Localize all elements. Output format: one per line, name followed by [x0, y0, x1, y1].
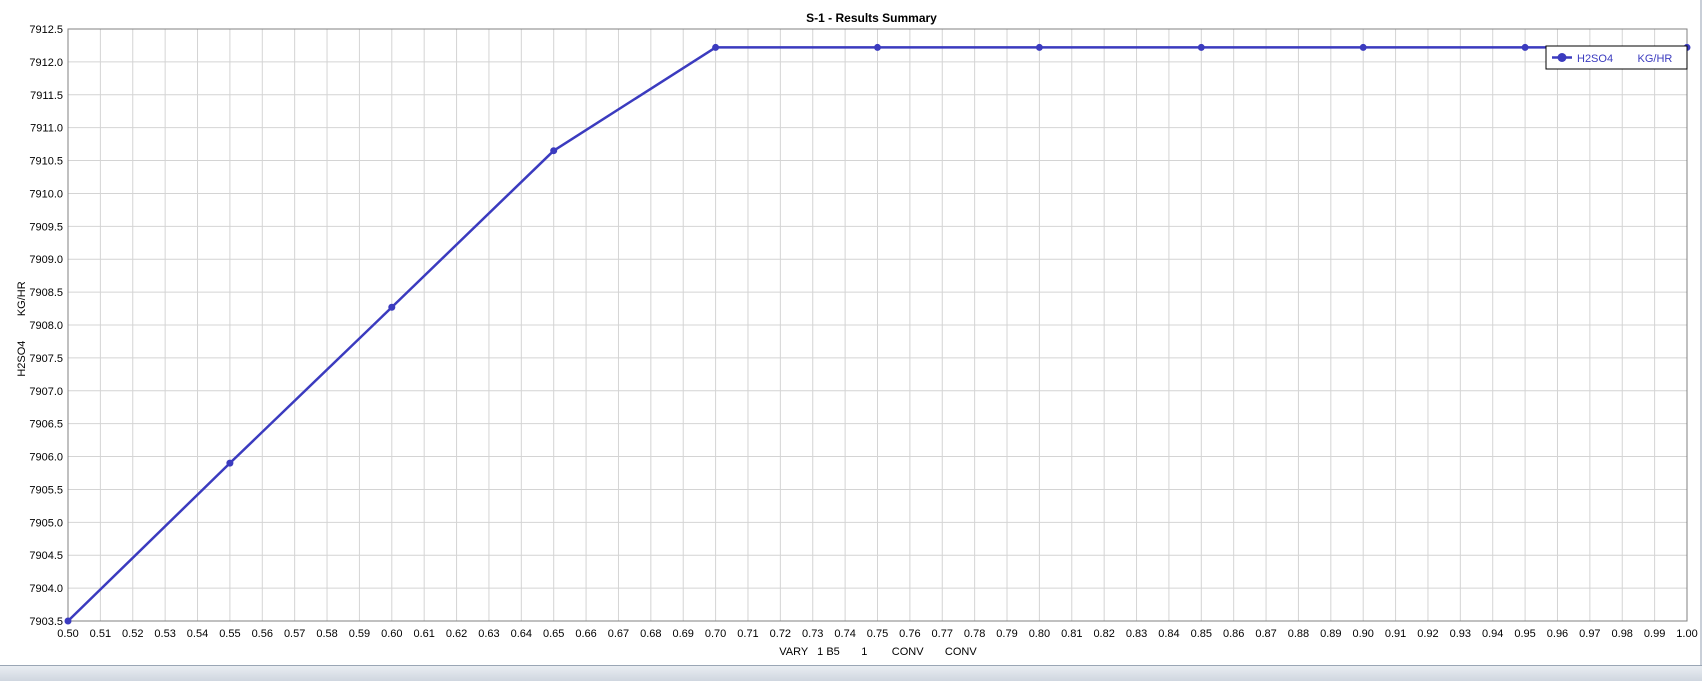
x-tick-label: 0.90 — [1352, 628, 1373, 640]
data-point — [712, 43, 720, 51]
data-point — [226, 459, 234, 467]
x-tick-label: 0.88 — [1288, 628, 1309, 640]
data-point — [64, 617, 72, 625]
legend-dot-marker — [1557, 53, 1567, 62]
x-tick-label: 0.75 — [867, 628, 888, 640]
y-tick-label: 7909.5 — [29, 221, 63, 233]
x-tick-label: 0.58 — [316, 628, 337, 640]
x-tick-label: 0.76 — [899, 628, 920, 640]
x-tick-label: 0.64 — [511, 628, 532, 640]
y-tick-labels: 7903.5 7904.0 7904.5 7905.0 7905.5 7906.0 7906… — [29, 24, 63, 628]
x-tick-label: 0.87 — [1255, 628, 1276, 640]
x-tick-label: 0.63 — [478, 628, 499, 640]
x-axis-label: VARY 1 B5 1 CONV CONV — [779, 646, 977, 658]
y-tick-label: 7903.5 — [29, 616, 63, 628]
x-tick-label: 0.77 — [932, 628, 953, 640]
y-tick-label: 7912.0 — [29, 57, 63, 69]
x-tick-label: 0.96 — [1547, 628, 1568, 640]
grid — [67, 28, 1688, 622]
data-point — [1521, 43, 1529, 51]
y-tick-label: 7908.0 — [29, 320, 63, 332]
x-tick-label: 1.00 — [1676, 628, 1697, 640]
x-tick-label: 0.72 — [770, 628, 791, 640]
x-tick-label: 0.53 — [154, 628, 175, 640]
x-tick-label: 0.59 — [349, 628, 370, 640]
x-tick-label: 0.50 — [57, 628, 78, 640]
y-tick-label: 7905.0 — [29, 517, 63, 529]
x-tick-label: 0.98 — [1612, 628, 1633, 640]
y-tick-label: 7904.0 — [29, 583, 63, 595]
y-tick-label: 7905.5 — [29, 484, 63, 496]
y-tick-label: 7907.0 — [29, 386, 63, 398]
x-tick-label: 0.91 — [1385, 628, 1406, 640]
x-tick-label: 0.69 — [673, 628, 694, 640]
y-tick-label: 7910.0 — [29, 188, 63, 200]
data-point — [1197, 43, 1205, 51]
data-point — [388, 303, 396, 311]
window-edge — [1700, 0, 1702, 665]
x-tick-label: 0.67 — [608, 628, 629, 640]
x-tick-label: 0.70 — [705, 628, 726, 640]
x-tick-label: 0.84 — [1158, 628, 1179, 640]
x-tick-label: 0.66 — [575, 628, 596, 640]
x-tick-label: 0.97 — [1579, 628, 1600, 640]
y-tick-label: 7911.0 — [30, 123, 63, 135]
data-point — [1359, 43, 1367, 51]
legend: H2SO4 KG/HR — [1545, 45, 1688, 70]
y-tick-label: 7907.5 — [29, 353, 63, 365]
x-tick-label: 0.95 — [1514, 628, 1535, 640]
x-tick-label: 0.94 — [1482, 628, 1503, 640]
y-tick-label: 7906.0 — [29, 452, 63, 464]
x-tick-label: 0.65 — [543, 628, 564, 640]
x-tick-label: 0.78 — [964, 628, 985, 640]
x-tick-label: 0.99 — [1644, 628, 1665, 640]
x-tick-label: 0.51 — [90, 628, 111, 640]
y-tick-label: 7912.5 — [29, 24, 63, 36]
series-layer — [64, 43, 1691, 625]
y-tick-label: 7906.5 — [29, 419, 63, 431]
y-axis-label: H2SO4 KG/HR — [16, 281, 28, 376]
x-tick-label: 0.89 — [1320, 628, 1341, 640]
x-tick-label: 0.57 — [284, 628, 305, 640]
data-point — [1035, 43, 1043, 51]
x-tick-label: 0.74 — [834, 628, 855, 640]
x-tick-label: 0.54 — [187, 628, 208, 640]
x-tick-label: 0.92 — [1417, 628, 1438, 640]
x-tick-labels: 0.50 0.51 0.52 0.53 0.54 0.55 0.56 0.57 0.58 0.59… — [57, 628, 1697, 640]
x-tick-label: 0.81 — [1061, 628, 1082, 640]
x-tick-label: 0.56 — [252, 628, 273, 640]
chart-background — [0, 0, 1702, 665]
x-tick-label: 0.93 — [1450, 628, 1471, 640]
y-tick-label: 7904.5 — [29, 550, 63, 562]
x-tick-label: 0.60 — [381, 628, 402, 640]
y-tick-label: 7911.5 — [30, 90, 63, 102]
line-chart: 7903.5 7904.0 7904.5 7905.0 7905.5 7906.0 7906… — [0, 0, 1702, 665]
data-point — [874, 43, 881, 51]
y-tick-label: 7910.5 — [29, 156, 63, 168]
x-tick-label: 0.68 — [640, 628, 661, 640]
x-tick-label: 0.71 — [737, 628, 758, 640]
plot-border — [67, 28, 1688, 622]
y-tick-label: 7908.5 — [29, 287, 63, 299]
x-tick-label: 0.61 — [413, 628, 434, 640]
x-tick-label: 0.79 — [996, 628, 1017, 640]
x-tick-label: 0.83 — [1126, 628, 1147, 640]
window-bottom-bar — [0, 665, 1702, 681]
x-tick-label: 0.55 — [219, 628, 240, 640]
legend-entry-h2so4: H2SO4 KG/HR — [1577, 53, 1672, 65]
x-tick-label: 0.80 — [1029, 628, 1050, 640]
data-point — [550, 147, 558, 155]
x-tick-label: 0.86 — [1223, 628, 1244, 640]
x-tick-label: 0.85 — [1191, 628, 1212, 640]
x-tick-label: 0.82 — [1093, 628, 1114, 640]
x-tick-label: 0.73 — [802, 628, 823, 640]
x-tick-label: 0.62 — [446, 628, 467, 640]
legend-box — [1545, 45, 1688, 70]
x-tick-label: 0.52 — [122, 628, 143, 640]
chart-title: S-1 - Results Summary — [806, 11, 937, 25]
y-tick-label: 7909.0 — [29, 254, 63, 266]
